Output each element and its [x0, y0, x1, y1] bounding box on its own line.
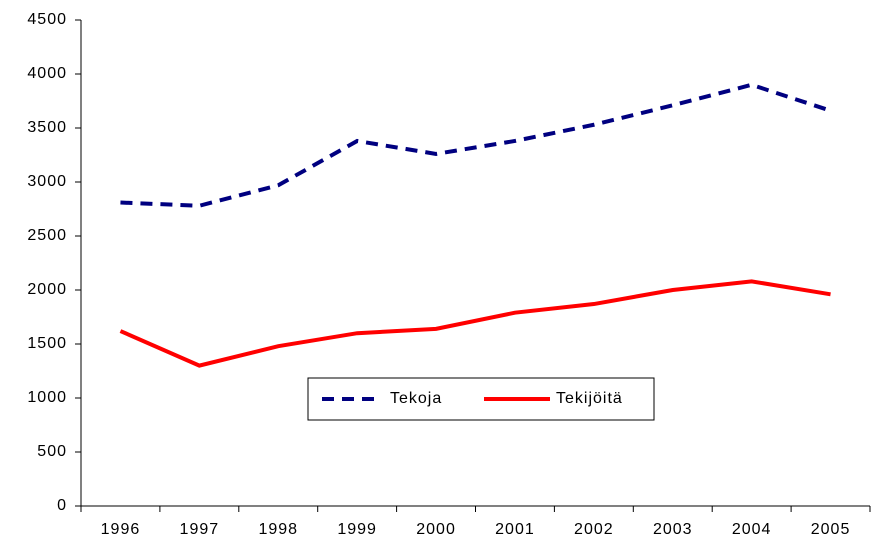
y-tick-label: 500 [37, 443, 67, 460]
y-tick-label: 4000 [27, 65, 67, 82]
x-tick-label: 2003 [653, 521, 693, 538]
y-tick-label: 3500 [27, 119, 67, 136]
y-tick-label: 0 [57, 497, 67, 514]
series-line [120, 82, 832, 208]
x-tick-label: 1999 [337, 521, 377, 538]
y-tick-label: 3000 [27, 173, 67, 190]
x-tick-label: 2001 [495, 521, 535, 538]
x-tick-label: 1996 [101, 521, 141, 538]
legend-label: Tekoja [390, 390, 442, 407]
x-tick-label: 2000 [416, 521, 456, 538]
y-tick-label: 4500 [27, 11, 67, 28]
y-tick-label: 2500 [27, 227, 67, 244]
x-tick-label: 2002 [574, 521, 614, 538]
x-tick-label: 1998 [258, 521, 298, 538]
series-line [119, 279, 831, 368]
x-tick-label: 1997 [180, 521, 220, 538]
y-tick-label: 1500 [27, 335, 67, 352]
x-tick-label: 2004 [732, 521, 772, 538]
x-tick-label: 2005 [811, 521, 851, 538]
y-tick-label: 1000 [27, 389, 67, 406]
legend-label: Tekijöitä [556, 390, 623, 407]
y-tick-label: 2000 [27, 281, 67, 298]
